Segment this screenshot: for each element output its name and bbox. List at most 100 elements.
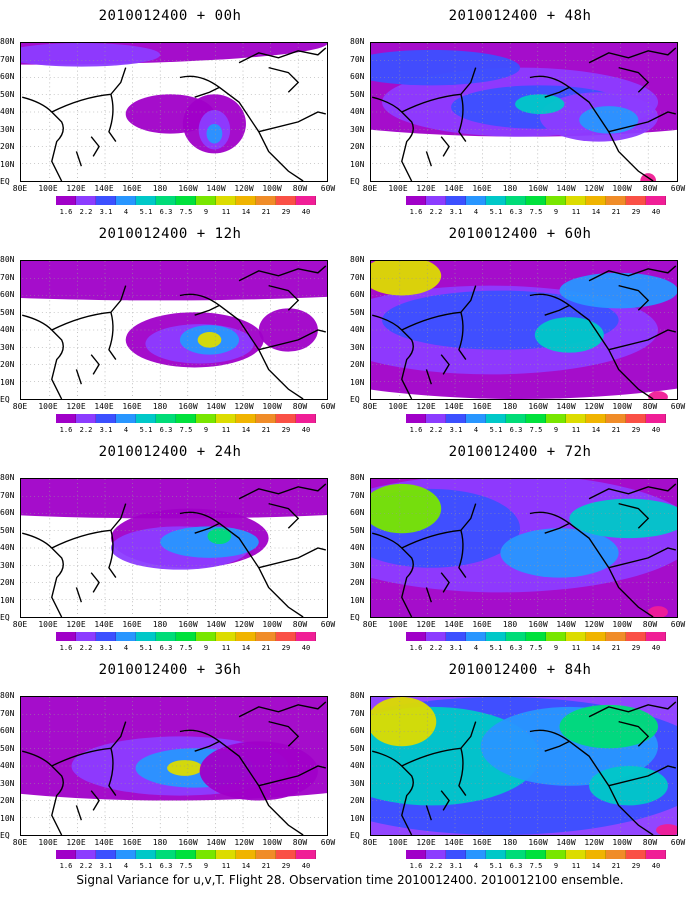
colorbar-swatch	[446, 196, 466, 205]
latitude-label: 80N	[0, 473, 15, 482]
colorbar	[406, 850, 666, 859]
colorbar-swatch	[546, 632, 566, 641]
forecast-panel: 2010012400 + 60h 80N 70N 60N 50N 40N 30N 20N 10N…	[350, 218, 690, 436]
colorbar-label: 2.2	[429, 644, 443, 652]
coastline	[179, 729, 304, 835]
longitude-label: 100E	[38, 838, 58, 847]
coastline	[608, 547, 676, 569]
coastline	[458, 530, 467, 578]
coastline	[401, 67, 477, 113]
variance-contour	[21, 479, 327, 519]
coastline	[458, 94, 467, 142]
colorbar-label: 9	[203, 644, 209, 652]
colorbar-label: 40	[651, 208, 661, 216]
longitude-label: 120W	[234, 620, 254, 629]
latitude-label: 30N	[350, 778, 365, 788]
colorbar-label: 14	[241, 208, 251, 216]
variance-contour	[167, 760, 203, 776]
latitude-label: 40N	[0, 107, 15, 116]
colorbar-swatch	[486, 414, 506, 423]
colorbar-label: 5.1	[139, 208, 153, 216]
variance-contour	[559, 704, 659, 749]
colorbar-swatch	[196, 850, 216, 859]
colorbar-swatch	[586, 196, 606, 205]
colorbar-swatch	[96, 850, 116, 859]
coastline	[372, 532, 414, 617]
longitude-label: 120W	[234, 184, 254, 193]
longitude-label: 120E	[416, 838, 436, 847]
latitude-label: 30N	[0, 342, 15, 352]
coastline	[608, 765, 676, 787]
longitude-label: 80W	[292, 402, 308, 411]
longitude-label: 120W	[234, 402, 254, 411]
colorbar-label: 14	[241, 862, 251, 870]
coastline	[51, 67, 127, 113]
latitude-label: 50N	[0, 525, 15, 535]
variance-contour	[648, 391, 668, 399]
colorbar-swatch	[526, 850, 546, 859]
variance-contour	[197, 331, 222, 348]
colorbar-swatch	[116, 196, 136, 205]
colorbar-swatch	[296, 196, 316, 205]
colorbar-label: 6.3	[159, 862, 173, 870]
colorbar-swatch	[96, 414, 116, 423]
colorbar-label: 5.1	[489, 426, 503, 434]
coastline	[75, 369, 82, 385]
latitude-label: 30N	[0, 124, 15, 134]
latitude-label: 10N	[0, 595, 15, 605]
colorbar-label: 40	[301, 208, 311, 216]
coastline	[618, 720, 650, 747]
longitude-label: 180	[502, 402, 518, 411]
coastline	[22, 96, 64, 181]
variance-contour	[648, 606, 668, 617]
colorbar-label: 9	[203, 862, 209, 870]
coastline	[588, 701, 677, 718]
coastline	[90, 136, 100, 157]
colorbar-swatch	[626, 850, 646, 859]
longitude-label: 140W	[206, 184, 226, 193]
coastline	[194, 86, 220, 98]
map-frame	[20, 260, 328, 400]
colorbar-label: 14	[241, 644, 251, 652]
latitude-label: 70N	[0, 54, 15, 64]
longitude-label: 140W	[206, 402, 226, 411]
latitude-label: 50N	[350, 89, 365, 99]
colorbar-swatch	[526, 632, 546, 641]
longitude-label: 120E	[66, 620, 86, 629]
colorbar-label: 5.1	[139, 426, 153, 434]
colorbar-swatch	[296, 632, 316, 641]
colorbar-swatch	[276, 850, 296, 859]
colorbar-swatch	[136, 414, 156, 423]
colorbar-swatch	[606, 850, 626, 859]
coastline	[75, 805, 82, 821]
latitude-label: 60N	[0, 508, 15, 517]
coastline	[588, 47, 677, 64]
latitude-label: 70N	[0, 490, 15, 500]
colorbar-swatch	[606, 632, 626, 641]
longitude-label: 100W	[612, 402, 632, 411]
variance-contour	[207, 528, 232, 545]
colorbar-swatch	[216, 850, 236, 859]
longitude-label: 160E	[472, 838, 492, 847]
coastline	[258, 329, 326, 351]
colorbar	[406, 632, 666, 641]
forecast-panel: 2010012400 + 12h 80N 70N 60N 50N 40N 30N 20N 10N…	[0, 218, 340, 436]
coastline	[238, 701, 327, 718]
longitude-label: 140E	[444, 620, 464, 629]
colorbar-swatch	[236, 850, 256, 859]
latitude-label: EQ	[350, 177, 360, 186]
longitude-label: 160W	[178, 838, 198, 847]
longitude-label: 180	[152, 838, 168, 847]
coastline	[108, 94, 117, 142]
colorbar-label: 40	[651, 426, 661, 434]
colorbar-swatch	[276, 196, 296, 205]
coastline	[544, 304, 570, 316]
colorbar-swatch	[116, 632, 136, 641]
colorbar-label: 4	[473, 208, 479, 216]
colorbar-swatch	[76, 196, 96, 205]
longitude-label: 100W	[262, 184, 282, 193]
colorbar-swatch	[216, 414, 236, 423]
latitude-label: 10N	[0, 377, 15, 387]
coastline	[440, 572, 450, 593]
latitude-label: 10N	[350, 377, 365, 387]
